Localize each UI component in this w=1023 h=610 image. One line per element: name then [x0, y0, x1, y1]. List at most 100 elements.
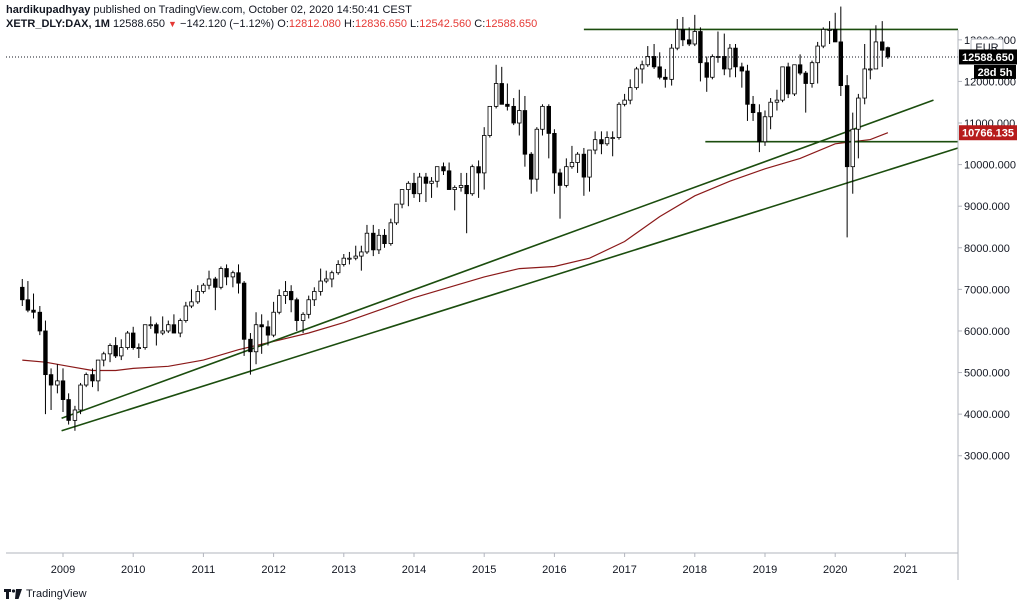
candle-body: [101, 353, 106, 361]
candle-body: [195, 291, 200, 303]
candle-body: [353, 255, 358, 259]
candle-body: [20, 286, 25, 301]
candle-body: [142, 324, 148, 348]
y-tick-label: 4000.000: [964, 409, 1010, 421]
candle-body: [710, 56, 715, 78]
x-tick-label: 2015: [472, 564, 496, 576]
candle-body: [259, 324, 264, 328]
candle-body: [236, 272, 241, 284]
candle-body: [160, 330, 165, 334]
candle-body: [833, 29, 838, 43]
x-axis[interactable]: 2009 2010 2011 2012 2013 2014 2015 2016 2017 2018…: [51, 564, 918, 576]
candle-body: [757, 112, 762, 143]
candle-body: [862, 68, 867, 99]
candle-body: [189, 301, 194, 307]
candle-body: [780, 66, 785, 101]
candle-body: [581, 153, 587, 178]
candle-body: [470, 166, 475, 195]
y-tick-label: 8000.000: [964, 243, 1010, 255]
candle-body: [265, 326, 271, 336]
symbol[interactable]: XETR_DLY:DAX, 1M: [6, 18, 110, 30]
x-tick-label: 2011: [192, 564, 216, 576]
close-value: 12588.650: [485, 18, 538, 30]
candle-body: [119, 347, 124, 357]
candle-body: [856, 97, 861, 130]
tradingview-logo-icon[interactable]: [4, 589, 22, 599]
open-label: O:: [277, 18, 289, 30]
candle-body: [868, 68, 873, 71]
candle-body: [25, 299, 31, 311]
candle-body: [675, 29, 680, 49]
candle-body: [803, 72, 808, 84]
candle-body: [505, 103, 510, 107]
candle-body: [341, 257, 346, 265]
candle-body: [329, 272, 335, 280]
candle-body: [464, 184, 469, 195]
candle-body: [885, 47, 891, 58]
candle-body: [762, 116, 768, 143]
candle-body: [406, 182, 411, 190]
candle-body: [166, 324, 171, 332]
candle-body: [130, 332, 136, 348]
last-price-tag-bg: [959, 49, 1017, 65]
candle-body: [213, 278, 218, 288]
candle-body: [48, 374, 54, 386]
y-tick-label: 10000.000: [964, 160, 1016, 172]
trendline: [61, 99, 934, 420]
x-tick-label: 2012: [261, 564, 285, 576]
candle-body: [113, 345, 118, 357]
candle-body: [66, 399, 71, 421]
candle-body: [739, 66, 745, 72]
candle-body: [792, 64, 797, 95]
x-tick-label: 2020: [823, 564, 847, 576]
candle-body: [692, 31, 697, 45]
candle-body: [277, 295, 282, 313]
chart-header: hardikupadhyay published on TradingView.…: [6, 3, 537, 31]
x-tick-label: 2014: [402, 564, 426, 576]
tradingview-brand[interactable]: TradingView: [26, 588, 87, 600]
candle-body: [230, 272, 236, 278]
candle-body: [90, 374, 95, 382]
high-label: H:: [343, 18, 355, 30]
candle-body: [727, 47, 733, 70]
candle-body: [31, 309, 36, 313]
candle-body: [809, 62, 815, 84]
x-tick-label: 2016: [542, 564, 566, 576]
candle-body: [37, 311, 43, 332]
candle-body: [136, 347, 142, 349]
published-text: published on TradingView.com, October 02…: [93, 4, 412, 16]
candle-body: [178, 320, 183, 334]
x-tick-label: 2017: [612, 564, 636, 576]
candle-body: [183, 305, 189, 321]
candle-body: [218, 268, 224, 288]
candle-body: [517, 110, 522, 124]
candle-body: [797, 64, 803, 74]
candle-body: [324, 278, 329, 282]
candle-body: [201, 284, 206, 292]
candle-body: [634, 68, 639, 89]
publisher-name[interactable]: hardikupadhyay: [6, 4, 91, 16]
candle-body: [774, 99, 780, 103]
open-value: 12812.080: [288, 18, 341, 30]
candle-body: [452, 187, 457, 190]
candle-body: [529, 153, 534, 180]
candle-body: [294, 299, 299, 321]
y-tick-label: 9000.000: [964, 201, 1010, 213]
candle-body: [125, 332, 130, 348]
x-tick-label: 2013: [332, 564, 356, 576]
candle-body: [107, 345, 113, 355]
candle-body: [476, 166, 481, 174]
candle-body: [78, 384, 83, 411]
candle-body: [148, 324, 153, 327]
candle-body: [628, 87, 633, 101]
candle-body: [663, 76, 668, 80]
candle-body: [206, 278, 212, 286]
candle-body: [253, 324, 259, 353]
candle-body: [306, 299, 311, 315]
candle-body: [669, 47, 674, 80]
candle-body: [785, 66, 791, 95]
candle-body: [768, 101, 773, 118]
candle-body: [821, 29, 826, 47]
candle-body: [698, 31, 703, 64]
